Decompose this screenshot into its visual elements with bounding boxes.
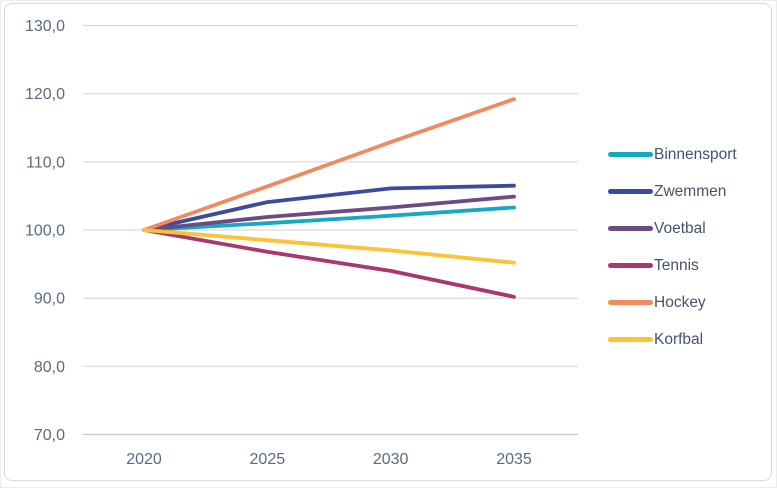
y-tick-label: 110,0 [26,154,65,171]
x-tick-label: 2035 [496,451,532,468]
legend-item-tennis: Tennis [608,247,737,284]
legend-label: Korfbal [654,330,704,348]
legend-swatch-hockey [608,300,653,305]
x-tick-label: 2020 [126,451,162,468]
y-tick-label: 70,0 [34,427,65,444]
legend: Binnensport Zwemmen Voetbal Tennis Hockey Kor… [608,136,737,358]
legend-item-zwemmen: Zwemmen [608,173,737,210]
y-tick-label: 120,0 [25,86,65,103]
x-tick-label: 2030 [373,451,409,468]
legend-label: Hockey [654,293,706,311]
legend-item-voetbal: Voetbal [608,210,737,247]
legend-label: Zwemmen [654,182,727,200]
series-line-voetbal [142,194,516,232]
legend-item-hockey: Hockey [608,284,737,321]
y-tick-label: 130,0 [25,18,65,35]
legend-item-korfbal: Korfbal [608,321,737,358]
legend-item-binnensport: Binnensport [608,136,737,173]
series-line-binnensport [142,205,516,232]
y-tick-label: 90,0 [34,291,65,308]
series-line-tennis [142,228,516,299]
series-line-korfbal [142,228,516,265]
legend-swatch-binnensport [608,152,653,157]
legend-swatch-korfbal [608,337,653,342]
y-tick-label: 80,0 [34,359,65,376]
series-line-hockey [142,97,516,232]
y-tick-label: 100,0 [25,223,65,240]
legend-label: Tennis [654,256,699,274]
series-line-zwemmen [142,183,516,232]
legend-swatch-tennis [608,263,653,268]
x-tick-label: 2025 [250,451,286,468]
legend-label: Voetbal [654,219,706,237]
legend-swatch-zwemmen [608,189,653,194]
legend-label: Binnensport [654,145,737,163]
legend-swatch-voetbal [608,226,653,231]
